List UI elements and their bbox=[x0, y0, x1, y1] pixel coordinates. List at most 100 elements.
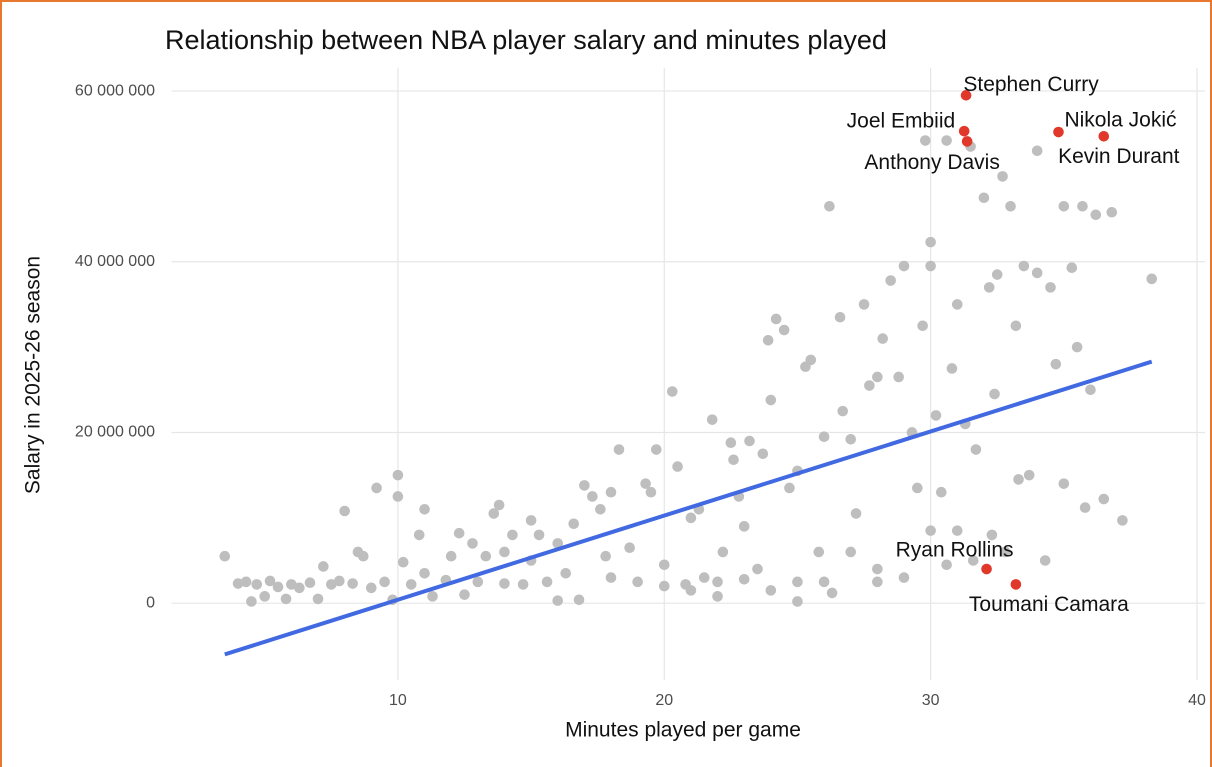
point bbox=[885, 275, 896, 286]
point bbox=[738, 521, 750, 532]
point bbox=[259, 591, 271, 602]
point bbox=[413, 529, 425, 541]
point bbox=[1045, 282, 1056, 293]
point bbox=[1085, 384, 1096, 396]
point bbox=[941, 559, 952, 571]
point bbox=[286, 579, 297, 590]
point bbox=[347, 578, 358, 589]
point bbox=[427, 591, 438, 602]
point bbox=[991, 269, 1003, 280]
point bbox=[339, 505, 350, 517]
point bbox=[405, 579, 417, 590]
point bbox=[326, 579, 337, 590]
point bbox=[499, 546, 510, 558]
point bbox=[613, 444, 625, 455]
x-tick-label: 10 bbox=[389, 692, 407, 709]
point bbox=[898, 260, 910, 272]
point bbox=[765, 394, 777, 406]
point bbox=[334, 575, 345, 587]
point bbox=[930, 410, 942, 421]
point bbox=[533, 529, 545, 541]
point bbox=[986, 529, 998, 541]
point bbox=[517, 579, 529, 590]
point bbox=[280, 593, 292, 605]
point bbox=[792, 596, 803, 607]
point bbox=[232, 578, 244, 589]
point bbox=[970, 444, 982, 455]
point bbox=[1066, 262, 1078, 274]
point bbox=[872, 563, 883, 575]
point bbox=[951, 525, 963, 536]
point bbox=[1146, 273, 1158, 285]
point bbox=[392, 491, 404, 502]
point bbox=[826, 587, 838, 599]
point bbox=[1117, 515, 1128, 526]
point bbox=[488, 508, 500, 519]
point bbox=[685, 585, 697, 596]
point bbox=[552, 538, 564, 549]
point bbox=[778, 324, 790, 336]
point bbox=[845, 546, 857, 558]
point bbox=[640, 478, 651, 489]
chart-title: Relationship between NBA player salary a… bbox=[165, 25, 887, 55]
point bbox=[1013, 474, 1024, 485]
point bbox=[912, 482, 923, 494]
point bbox=[294, 582, 305, 594]
point-label: Joel Embiid bbox=[847, 110, 956, 133]
point bbox=[459, 589, 470, 600]
highlight-point bbox=[1098, 130, 1110, 142]
point bbox=[472, 576, 484, 588]
trend-line bbox=[224, 359, 1153, 657]
point bbox=[568, 518, 580, 530]
point bbox=[600, 550, 611, 562]
point bbox=[672, 461, 683, 472]
point bbox=[251, 579, 263, 590]
y-axis-title: Salary in 2025-26 season bbox=[22, 256, 45, 494]
point bbox=[770, 313, 782, 325]
point bbox=[818, 431, 830, 443]
x-axis-title: Minutes played per game bbox=[565, 719, 801, 742]
point bbox=[818, 576, 830, 588]
point bbox=[872, 576, 883, 588]
point bbox=[453, 527, 465, 539]
x-tick-label: 30 bbox=[922, 692, 940, 709]
x-tick-label: 20 bbox=[655, 692, 673, 709]
point bbox=[717, 546, 729, 558]
point bbox=[725, 437, 737, 449]
point bbox=[738, 573, 750, 585]
point bbox=[419, 503, 430, 515]
point bbox=[765, 585, 777, 596]
point bbox=[371, 482, 382, 494]
point bbox=[666, 386, 678, 397]
point bbox=[579, 480, 590, 491]
point bbox=[834, 311, 846, 323]
point bbox=[989, 388, 1000, 400]
point bbox=[978, 192, 990, 204]
point bbox=[712, 591, 723, 602]
point bbox=[264, 575, 276, 587]
point bbox=[541, 576, 553, 588]
highlight-point bbox=[958, 125, 970, 137]
point bbox=[1010, 320, 1022, 332]
point bbox=[632, 576, 643, 588]
point bbox=[272, 581, 284, 593]
point bbox=[499, 578, 510, 589]
point bbox=[893, 371, 904, 383]
point bbox=[587, 491, 598, 502]
point bbox=[864, 380, 875, 391]
point bbox=[365, 582, 377, 594]
point bbox=[837, 405, 849, 417]
point bbox=[552, 595, 564, 606]
y-tick-label: 0 bbox=[146, 594, 155, 611]
point bbox=[752, 563, 763, 575]
x-tick-label: 40 bbox=[1188, 692, 1206, 709]
point bbox=[1098, 493, 1110, 505]
point bbox=[658, 580, 670, 592]
point bbox=[813, 546, 825, 558]
point bbox=[624, 542, 635, 553]
point bbox=[858, 299, 870, 310]
point bbox=[445, 550, 457, 562]
